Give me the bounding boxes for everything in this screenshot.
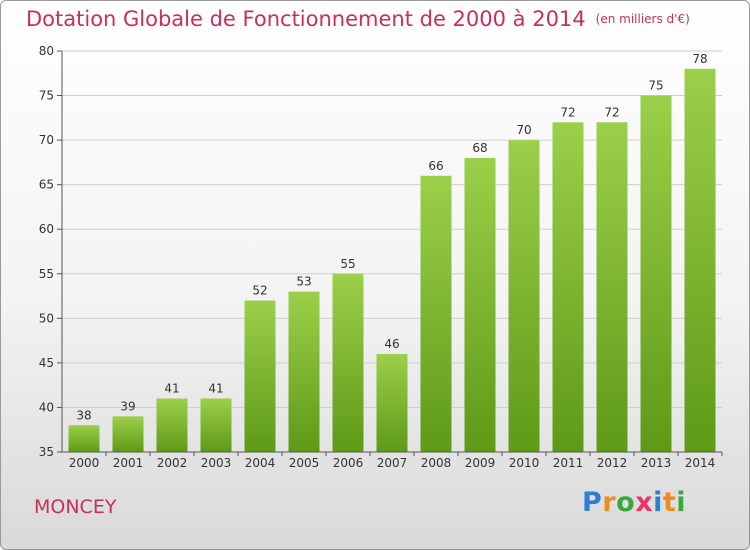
- logo-letter: i: [653, 487, 663, 518]
- bar-value-label: 75: [648, 79, 663, 93]
- bar: [244, 300, 276, 452]
- y-tick-label: 65: [39, 178, 54, 192]
- y-tick-label: 60: [39, 222, 54, 236]
- bar: [508, 140, 540, 452]
- y-tick-label: 50: [39, 311, 54, 325]
- x-tick-label: 2008: [421, 456, 452, 470]
- bar-value-label: 53: [296, 275, 311, 289]
- bar-value-label: 66: [428, 159, 443, 173]
- logo-letter: t: [662, 487, 677, 518]
- logo-letter: P: [582, 487, 603, 518]
- bar-value-label: 78: [692, 52, 707, 66]
- y-tick-label: 75: [39, 89, 54, 103]
- bar-value-label: 38: [76, 408, 91, 422]
- y-tick-label: 80: [39, 44, 54, 58]
- bar-value-label: 70: [516, 123, 531, 137]
- x-tick-label: 2000: [69, 456, 100, 470]
- bar: [420, 175, 452, 452]
- bar: [376, 353, 408, 452]
- y-tick-label: 35: [39, 445, 54, 459]
- logo-letter: r: [602, 487, 617, 518]
- y-tick-label: 55: [39, 267, 54, 281]
- x-axis: 2000 2001 2002 2003 2004 2005 2006 2007 2008 2009…: [62, 451, 723, 470]
- bar-value-label: 72: [604, 105, 619, 119]
- x-tick-label: 2005: [289, 456, 320, 470]
- bar: [640, 95, 672, 453]
- proxiti-logo: Proxiti: [582, 487, 686, 518]
- x-tick-label: 2013: [641, 456, 672, 470]
- bar-value-label: 46: [384, 337, 399, 351]
- bar: [156, 398, 188, 452]
- bar-value-label: 72: [560, 105, 575, 119]
- commune-name: MONCEY: [34, 496, 117, 518]
- logo-letter: x: [635, 487, 654, 518]
- bar-value-label: 41: [164, 382, 179, 396]
- x-tick-label: 2006: [333, 456, 364, 470]
- bar-value-label: 55: [340, 257, 355, 271]
- x-tick-label: 2001: [113, 456, 144, 470]
- x-tick-label: 2012: [597, 456, 628, 470]
- bar: [68, 425, 100, 452]
- bar: [552, 122, 584, 453]
- bars: 38 39 41 41 52 53 55 46 66 68 70 72 72 75 78: [68, 52, 716, 453]
- bar-value-label: 68: [472, 141, 487, 155]
- x-tick-label: 2011: [553, 456, 584, 470]
- y-tick-label: 45: [39, 356, 54, 370]
- y-tick-label: 70: [39, 133, 54, 147]
- bar: [200, 398, 232, 452]
- bar-value-label: 39: [120, 399, 135, 413]
- bar: [288, 291, 320, 452]
- bar: [596, 122, 628, 453]
- bar: [464, 157, 496, 452]
- chart-title-text: Dotation Globale de Fonctionnement de 20…: [26, 7, 586, 31]
- y-axis: 35 40 45 50 55 60 65 70 75 80: [39, 44, 63, 459]
- x-tick-label: 2009: [465, 456, 496, 470]
- chart-unit: (en milliers d'€): [595, 12, 690, 26]
- x-tick-label: 2010: [509, 456, 540, 470]
- x-tick-label: 2004: [245, 456, 276, 470]
- logo-letter: o: [616, 487, 636, 518]
- y-tick-label: 40: [39, 400, 54, 414]
- chart-title: Dotation Globale de Fonctionnement de 20…: [26, 7, 690, 31]
- x-tick-label: 2014: [685, 456, 716, 470]
- x-tick-label: 2002: [157, 456, 188, 470]
- logo-letter: i: [676, 487, 687, 518]
- bar: [112, 416, 144, 452]
- x-tick-label: 2007: [377, 456, 408, 470]
- bar-value-label: 41: [208, 382, 223, 396]
- bar-value-label: 52: [252, 284, 267, 298]
- x-tick-label: 2003: [201, 456, 232, 470]
- bar: [332, 273, 364, 452]
- bar: [684, 68, 716, 453]
